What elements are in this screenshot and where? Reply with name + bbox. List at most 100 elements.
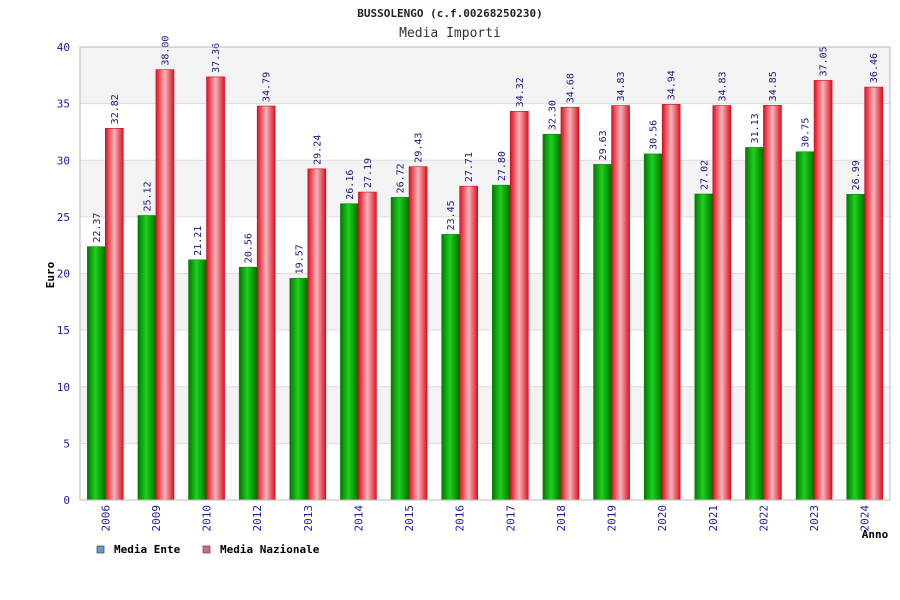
data-label: 27.80: [497, 151, 508, 181]
y-tick-label: 5: [63, 437, 70, 450]
x-tick-label: 2020: [656, 505, 669, 532]
legend-label-media-nazionale: Media Nazionale: [220, 543, 320, 556]
x-axis-label: Anno: [862, 528, 889, 541]
x-tick-label: 2006: [99, 505, 112, 532]
x-tick-label: 2017: [504, 505, 517, 532]
x-tick-label: 2009: [150, 505, 163, 532]
x-tick-labels: 2006 2009 2010 2012 2013 2014 2015 2016 2017 2018…: [99, 505, 871, 532]
y-tick-label: 10: [57, 381, 70, 394]
data-label: 34.85: [768, 71, 779, 101]
y-tick-label: 15: [57, 324, 70, 337]
bar-media-nazionale-2018: [560, 106, 580, 501]
legend-swatch-media-ente: [96, 545, 105, 554]
x-tick-label: 2013: [302, 505, 315, 532]
x-tick-label: 2015: [403, 505, 416, 532]
bar-media-nazionale-2023: [813, 80, 833, 501]
x-tick-label: 2023: [808, 505, 821, 532]
bar-media-ente-2018: [542, 133, 562, 501]
bar-media-nazionale-2010: [206, 76, 225, 501]
bar-media-nazionale-2022: [763, 105, 782, 501]
y-tick-label: 20: [57, 268, 70, 281]
data-label: 34.79: [262, 72, 273, 102]
data-label: 27.02: [699, 160, 710, 190]
data-label: 37.05: [819, 46, 830, 76]
data-label: 23.45: [446, 200, 457, 230]
x-tick-label: 2012: [251, 505, 264, 532]
data-label: 34.83: [616, 71, 627, 101]
data-label: 29.24: [312, 135, 323, 165]
bar-media-nazionale-2020: [661, 104, 681, 501]
bar-media-nazionale-2017: [510, 111, 529, 501]
data-label: 31.13: [750, 113, 761, 143]
bars: [87, 69, 883, 501]
data-label: 32.30: [547, 100, 558, 130]
data-label: 30.56: [649, 120, 660, 150]
legend: Media Ente Media Nazionale: [96, 543, 320, 556]
x-tick-label: 2018: [555, 505, 568, 532]
y-tick-label: 0: [63, 494, 70, 507]
data-label: 37.36: [211, 43, 222, 73]
bar-media-nazionale-2015: [408, 166, 428, 501]
data-label: 38.00: [160, 36, 171, 66]
y-tick-label: 30: [57, 154, 70, 167]
bar-media-ente-2021: [694, 193, 714, 501]
data-label: 25.12: [142, 181, 153, 211]
x-tick-label: 2021: [707, 505, 720, 532]
data-label: 34.83: [717, 71, 728, 101]
y-tick-label: 25: [57, 211, 70, 224]
x-tick-label: 2010: [201, 505, 214, 532]
bar-media-nazionale-2014: [358, 191, 377, 501]
bar-media-ente-2013: [289, 278, 309, 501]
y-tick-label: 35: [57, 98, 70, 111]
y-tick-labels: 0 5 10 15 20 25 30 35 40: [57, 41, 70, 507]
y-axis-label: Euro: [44, 261, 57, 288]
x-tick-label: 2022: [757, 505, 770, 532]
data-label: 26.72: [396, 163, 407, 193]
bar-media-nazionale-2012: [256, 105, 276, 501]
chart-subtitle: Media Importi: [399, 26, 501, 41]
x-tick-label: 2019: [606, 505, 619, 532]
data-label: 27.71: [464, 152, 475, 182]
bar-media-ente-2016: [441, 234, 460, 501]
bar-media-ente-2022: [745, 147, 764, 501]
data-label: 26.99: [851, 160, 862, 190]
legend-swatch-media-nazionale: [202, 545, 211, 554]
bar-media-ente-2009: [137, 215, 157, 501]
data-label: 34.94: [667, 70, 678, 100]
x-tick-label: 2016: [454, 505, 467, 532]
bar-media-ente-2006: [87, 246, 106, 501]
data-label: 29.43: [414, 133, 425, 163]
bar-media-ente-2014: [340, 203, 359, 501]
bar-media-ente-2020: [643, 153, 663, 501]
x-tick-label: 2024: [859, 505, 872, 532]
data-label: 27.19: [363, 158, 374, 188]
bar-media-ente-2015: [390, 197, 410, 501]
data-label: 19.57: [294, 244, 305, 274]
data-label: 29.63: [598, 130, 609, 160]
bar-media-ente-2010: [188, 259, 207, 501]
bar-media-nazionale-2024: [864, 86, 883, 501]
data-labels: 22.37 32.82 25.12 38.00 21.21 37.36 20.56 34.79…: [92, 36, 880, 275]
data-label: 36.46: [869, 53, 880, 83]
bar-media-nazionale-2019: [611, 105, 630, 501]
data-label: 20.56: [244, 233, 255, 263]
data-label: 32.82: [110, 94, 121, 124]
bar-media-ente-2019: [593, 164, 612, 501]
data-label: 34.32: [515, 77, 526, 107]
data-label: 34.68: [565, 73, 576, 103]
data-label: 30.75: [801, 118, 812, 148]
bar-media-nazionale-2021: [712, 105, 732, 501]
axes: [79, 46, 891, 501]
bar-media-ente-2024: [846, 194, 865, 501]
bar-media-ente-2023: [795, 151, 815, 501]
bar-media-nazionale-2006: [105, 128, 124, 501]
chart-title: BUSSOLENGO (c.f.00268250230): [357, 7, 542, 20]
data-label: 26.16: [345, 170, 356, 200]
data-label: 22.37: [92, 213, 103, 243]
bar-media-nazionale-2009: [155, 69, 175, 501]
plot-frame: [79, 46, 891, 501]
x-tick-label: 2014: [352, 505, 365, 532]
legend-label-media-ente: Media Ente: [114, 543, 181, 556]
